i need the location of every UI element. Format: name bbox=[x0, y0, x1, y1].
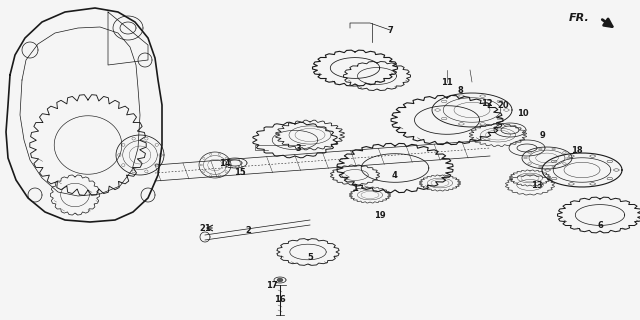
Ellipse shape bbox=[278, 278, 282, 282]
Text: 5: 5 bbox=[307, 253, 313, 262]
Text: 11: 11 bbox=[441, 77, 453, 86]
Text: 3: 3 bbox=[295, 143, 301, 153]
Text: 1: 1 bbox=[352, 183, 358, 193]
Text: 7: 7 bbox=[387, 26, 393, 35]
Text: 8: 8 bbox=[457, 85, 463, 94]
Text: 18: 18 bbox=[571, 146, 583, 155]
Text: 9: 9 bbox=[540, 131, 546, 140]
Text: 2: 2 bbox=[245, 226, 251, 235]
Text: 16: 16 bbox=[274, 295, 286, 305]
Text: 13: 13 bbox=[531, 180, 543, 189]
Text: 17: 17 bbox=[266, 281, 278, 290]
Text: 6: 6 bbox=[597, 220, 603, 229]
Text: 20: 20 bbox=[497, 100, 509, 109]
Text: 10: 10 bbox=[517, 108, 529, 117]
Text: FR.: FR. bbox=[569, 13, 590, 23]
Text: 12: 12 bbox=[481, 99, 493, 108]
Text: 15: 15 bbox=[234, 167, 246, 177]
Text: 21: 21 bbox=[199, 223, 211, 233]
Text: 14: 14 bbox=[219, 158, 231, 167]
Text: 19: 19 bbox=[374, 211, 386, 220]
Text: 4: 4 bbox=[392, 171, 398, 180]
